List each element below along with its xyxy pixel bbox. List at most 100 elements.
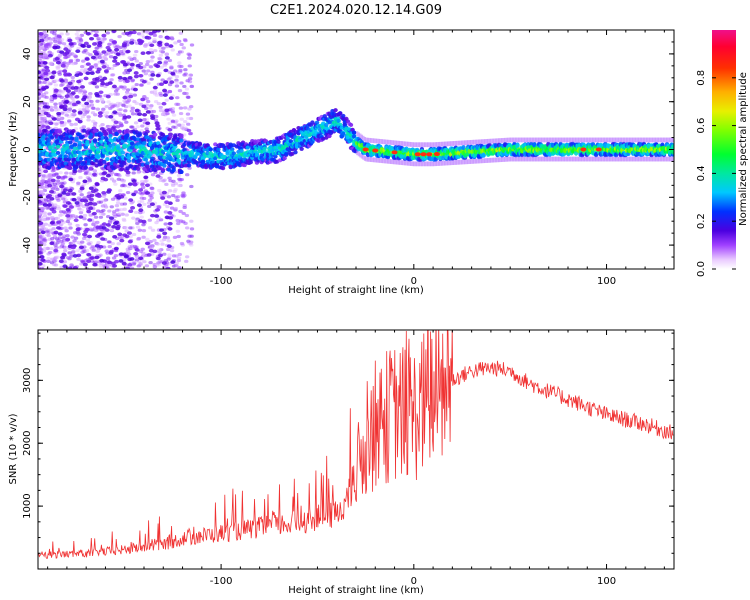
heatmap-cell bbox=[100, 237, 106, 241]
heatmap-cell bbox=[182, 205, 187, 210]
heatmap-cell bbox=[60, 82, 65, 87]
heatmap-cell bbox=[114, 259, 120, 264]
heatmap-cell bbox=[153, 49, 158, 53]
heatmap-cell bbox=[171, 168, 176, 173]
heatmap-cell bbox=[103, 69, 109, 73]
heatmap-cell bbox=[70, 214, 75, 218]
heatmap-cell bbox=[113, 246, 119, 251]
heatmap-cell bbox=[95, 209, 101, 213]
heatmap-cell bbox=[177, 61, 182, 65]
heatmap-cell bbox=[81, 125, 87, 129]
heatmap-cell bbox=[68, 205, 74, 209]
heatmap-cell bbox=[158, 105, 163, 109]
heatmap-cell bbox=[105, 157, 110, 162]
heatmap-cell bbox=[152, 85, 158, 90]
heatmap-cell bbox=[133, 251, 139, 256]
heatmap-cell bbox=[91, 119, 96, 124]
heatmap-cell bbox=[95, 99, 100, 103]
heatmap-cell bbox=[83, 165, 88, 170]
heatmap-cell bbox=[63, 245, 69, 250]
heatmap-cell bbox=[168, 44, 174, 48]
heatmap-cell bbox=[117, 35, 122, 39]
heatmap-cell bbox=[128, 94, 134, 99]
heatmap-cell bbox=[133, 74, 139, 79]
heatmap-cell bbox=[77, 140, 82, 145]
heatmap-cell bbox=[51, 70, 57, 75]
heatmap-cell bbox=[63, 248, 68, 253]
heatmap-cell bbox=[106, 188, 112, 192]
heatmap-cell bbox=[38, 120, 41, 124]
heatmap-cell bbox=[76, 257, 81, 261]
heatmap-cell bbox=[53, 222, 58, 226]
heatmap-cell bbox=[55, 216, 61, 220]
heatmap-cell bbox=[90, 245, 96, 249]
heatmap-cell bbox=[98, 215, 104, 219]
heatmap-cell bbox=[84, 248, 90, 253]
heatmap-cell bbox=[52, 233, 58, 237]
heatmap-cell bbox=[176, 154, 181, 159]
heatmap-cell bbox=[70, 75, 75, 80]
heatmap-cell bbox=[186, 129, 192, 133]
heatmap-cell bbox=[129, 38, 135, 42]
heatmap-cell bbox=[114, 47, 120, 52]
heatmap-cell bbox=[167, 189, 173, 193]
heatmap-cell bbox=[40, 110, 45, 114]
heatmap-cell bbox=[99, 209, 104, 214]
heatmap-cell bbox=[101, 107, 106, 111]
heatmap-cell bbox=[68, 140, 73, 145]
heatmap-cell bbox=[76, 181, 81, 185]
heatmap-cell bbox=[47, 53, 53, 58]
heatmap-cell bbox=[132, 87, 138, 92]
heatmap-cell bbox=[159, 93, 164, 97]
heatmap-cell bbox=[65, 214, 71, 218]
heatmap-cell bbox=[71, 62, 76, 66]
heatmap-cell bbox=[142, 260, 147, 264]
heatmap-cell bbox=[152, 33, 158, 38]
heatmap-cell bbox=[105, 115, 110, 119]
heatmap-cell bbox=[89, 71, 95, 75]
heatmap-cell bbox=[121, 180, 126, 184]
heatmap-cell bbox=[160, 242, 165, 246]
heatmap-cell bbox=[133, 210, 139, 215]
heatmap-cell bbox=[122, 85, 127, 89]
heatmap-cell bbox=[38, 32, 44, 36]
heatmap-cell bbox=[49, 246, 54, 251]
heatmap-cell bbox=[178, 178, 183, 182]
heatmap-cell bbox=[101, 56, 106, 60]
heatmap-cell bbox=[57, 236, 62, 240]
heatmap-cell bbox=[67, 251, 72, 255]
heatmap-cell bbox=[141, 30, 146, 34]
heatmap-cell bbox=[166, 239, 171, 243]
heatmap-cell bbox=[65, 256, 71, 260]
heatmap-cell bbox=[186, 56, 192, 60]
heatmap-cell bbox=[75, 223, 80, 228]
heatmap-cell bbox=[183, 38, 188, 43]
heatmap-cell bbox=[164, 200, 170, 204]
heatmap-cell bbox=[136, 32, 142, 36]
heatmap-cell bbox=[113, 172, 119, 177]
heatmap-cell bbox=[91, 81, 97, 86]
heatmap-cell bbox=[79, 68, 84, 73]
heatmap-cell bbox=[75, 248, 80, 253]
heatmap-cell bbox=[149, 202, 155, 207]
heatmap-cell bbox=[69, 123, 74, 127]
heatmap-cell bbox=[104, 249, 109, 253]
heatmap-cell bbox=[131, 85, 136, 89]
heatmap-cell bbox=[90, 111, 96, 115]
heatmap-cell bbox=[138, 219, 144, 223]
heatmap-cell bbox=[157, 60, 163, 65]
heatmap-cell bbox=[47, 212, 52, 216]
heatmap-cell bbox=[55, 144, 61, 149]
heatmap-cell bbox=[98, 90, 104, 95]
heatmap-cell bbox=[47, 250, 53, 255]
heatmap-cell bbox=[141, 229, 147, 233]
heatmap-cell bbox=[181, 46, 186, 50]
heatmap-cell bbox=[86, 252, 92, 257]
heatmap-cell bbox=[126, 115, 132, 119]
heatmap-cell bbox=[86, 115, 91, 119]
heatmap-cell bbox=[127, 182, 133, 186]
heatmap-cell bbox=[60, 255, 66, 260]
heatmap-cell bbox=[85, 142, 90, 147]
heatmap-cell bbox=[47, 174, 52, 178]
heatmap-cell bbox=[139, 196, 144, 200]
